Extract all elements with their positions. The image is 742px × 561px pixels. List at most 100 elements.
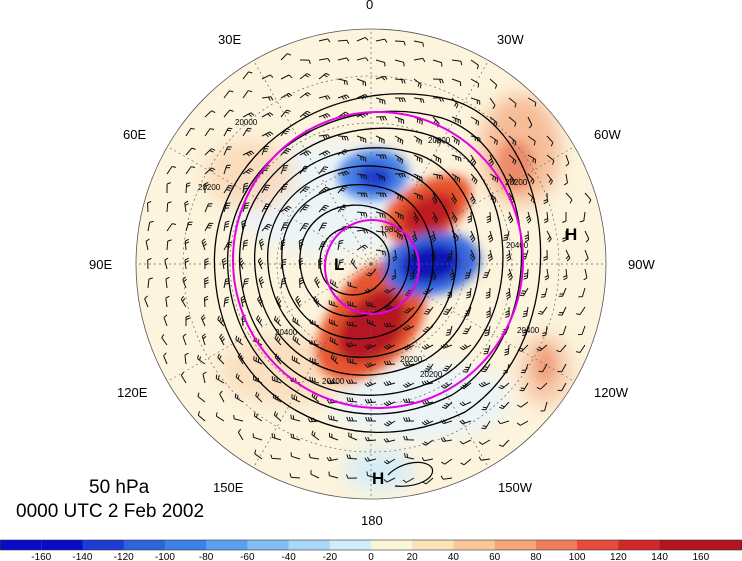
wind-barb xyxy=(184,257,190,270)
wind-barb xyxy=(184,200,189,213)
wind-barb xyxy=(356,154,367,162)
pressure-level-caption: 50 hPa xyxy=(89,477,150,498)
wind-barb xyxy=(242,71,253,80)
wind-barb xyxy=(484,325,491,337)
wind-barb xyxy=(337,78,348,85)
wind-barb xyxy=(235,335,244,346)
wind-barb xyxy=(366,268,377,277)
wind-barb xyxy=(280,53,292,61)
wind-barb xyxy=(348,432,358,441)
wind-barb xyxy=(451,78,462,87)
wind-barb xyxy=(470,116,480,126)
wind-barb xyxy=(451,211,458,223)
wind-barb xyxy=(204,276,209,289)
wind-barb xyxy=(394,97,406,102)
colorbar-tick-label: -20 xyxy=(323,552,338,561)
wind-barb xyxy=(161,334,168,346)
wind-barb xyxy=(347,281,358,289)
colorbar-tick-label: 120 xyxy=(610,552,627,561)
wind-barb xyxy=(204,203,213,213)
low-center-label: L xyxy=(334,255,344,274)
contour-label: 20400 xyxy=(517,326,540,335)
wind-barb xyxy=(346,321,358,327)
wind-barb xyxy=(346,397,358,403)
wind-barb xyxy=(486,306,491,318)
wind-barb xyxy=(202,371,207,384)
wind-barb xyxy=(543,249,548,261)
wind-barb xyxy=(356,192,368,198)
wind-barb xyxy=(481,401,491,411)
wind-barb xyxy=(394,211,404,220)
colorbar-swatch xyxy=(82,540,125,550)
colorbar-swatch xyxy=(659,540,702,550)
wind-barb xyxy=(489,192,497,204)
wind-barb xyxy=(478,439,491,445)
wind-barb xyxy=(200,314,206,327)
wind-barb xyxy=(503,230,510,241)
wind-barb xyxy=(466,287,472,299)
lon-label-180: 180 xyxy=(361,513,383,528)
wind-barb xyxy=(204,148,216,156)
wind-barb xyxy=(451,230,459,242)
wind-barb xyxy=(527,135,536,146)
wind-barb xyxy=(498,382,510,390)
wind-barb xyxy=(197,411,206,422)
wind-barb xyxy=(430,249,437,262)
wind-barb xyxy=(403,417,415,422)
wind-barb xyxy=(383,343,396,350)
wind-barb xyxy=(441,458,453,465)
wind-barb xyxy=(329,336,339,346)
wind-barb xyxy=(520,363,529,373)
wind-barb xyxy=(307,417,320,423)
wind-barb xyxy=(273,316,282,327)
wind-barb xyxy=(356,135,367,143)
wind-barb xyxy=(403,435,415,441)
wind-barb xyxy=(261,96,274,101)
wind-barb xyxy=(402,398,415,403)
wind-barb xyxy=(508,154,517,165)
wind-barb xyxy=(242,278,249,289)
wind-barb xyxy=(413,173,423,182)
wind-barb xyxy=(241,219,247,232)
wind-barb xyxy=(308,453,320,460)
colorbar-tick-label: -160 xyxy=(31,552,51,561)
wind-barb xyxy=(440,437,453,442)
wind-barb xyxy=(563,173,568,186)
wind-barb xyxy=(540,287,548,298)
wind-barb xyxy=(318,222,328,232)
wind-barb xyxy=(451,192,457,205)
wind-barb xyxy=(318,166,329,175)
wind-barb xyxy=(364,436,377,442)
wind-barb xyxy=(233,414,244,422)
wind-barb xyxy=(562,268,568,281)
wind-barb xyxy=(487,249,493,262)
wind-barb xyxy=(489,97,496,109)
contour-label: 20000 xyxy=(235,118,258,127)
wind-barb xyxy=(402,324,415,331)
wind-barb xyxy=(347,357,358,365)
colorbar-tick-label: 0 xyxy=(368,552,374,561)
wind-barb xyxy=(375,154,387,159)
wind-barb xyxy=(375,211,386,219)
wind-barb xyxy=(460,458,472,466)
wind-barb xyxy=(280,222,289,232)
wind-barb xyxy=(392,249,397,262)
wind-barb xyxy=(546,154,555,165)
wind-barb xyxy=(309,376,320,384)
wind-barb xyxy=(364,457,377,462)
wind-barb xyxy=(291,355,301,365)
wind-barb xyxy=(166,223,177,232)
contour-label: 20200 xyxy=(420,370,443,379)
wind-barb xyxy=(445,325,453,336)
wind-barb xyxy=(326,456,339,462)
wind-barb xyxy=(565,249,571,262)
wind-barb xyxy=(421,457,434,462)
wind-barb xyxy=(505,306,510,318)
wind-barb xyxy=(451,173,461,183)
wind-barb xyxy=(413,40,424,47)
wind-barb xyxy=(383,304,396,311)
wind-barb xyxy=(524,230,530,243)
colorbar-swatch xyxy=(41,540,83,550)
wind-barb xyxy=(508,192,515,204)
wind-barb xyxy=(411,230,418,243)
